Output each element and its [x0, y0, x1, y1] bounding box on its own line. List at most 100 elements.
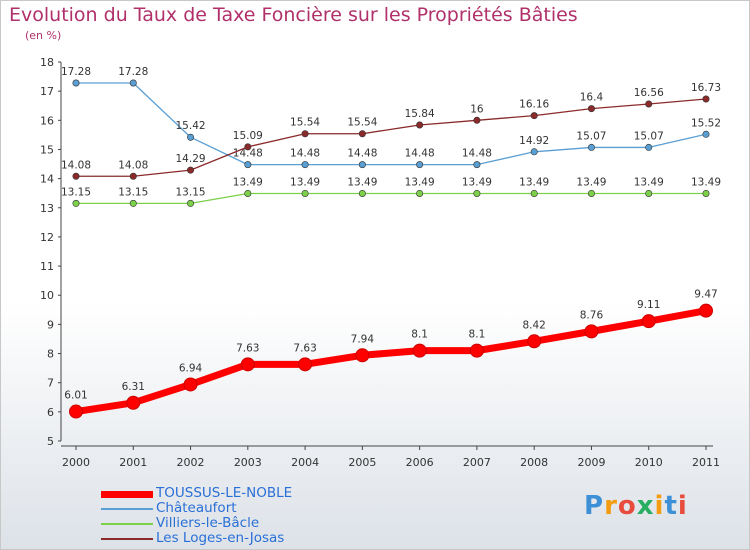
data-label: 15.54	[290, 117, 320, 129]
data-point	[298, 357, 313, 372]
data-label: 17.28	[61, 66, 91, 78]
data-label: 8.1	[411, 329, 428, 341]
data-point	[187, 166, 195, 174]
y-tick-label: 9	[47, 318, 54, 331]
legend-swatch	[101, 508, 153, 510]
data-label: 14.48	[405, 148, 435, 160]
data-label: 15.54	[347, 117, 377, 129]
data-point	[645, 143, 653, 151]
data-label: 13.49	[691, 176, 721, 188]
chart-title: Evolution du Taux de Taxe Foncière sur l…	[9, 4, 578, 26]
x-tick-label: 2010	[635, 456, 663, 469]
legend-label: Châteaufort	[156, 500, 237, 516]
data-point	[473, 116, 481, 124]
data-point	[301, 189, 309, 197]
data-label: 13.49	[405, 176, 435, 188]
data-point	[473, 161, 481, 169]
data-label: 6.94	[179, 362, 203, 374]
data-label: 13.49	[290, 176, 320, 188]
data-point	[416, 161, 424, 169]
data-label: 14.48	[233, 148, 263, 160]
data-point	[702, 130, 710, 138]
data-point	[355, 348, 370, 363]
data-point	[530, 112, 538, 120]
series-line	[76, 192, 706, 205]
y-tick-label: 8	[47, 348, 54, 361]
logo-letter: i	[654, 491, 665, 521]
data-point	[527, 334, 542, 349]
data-label: 7.63	[236, 342, 259, 354]
y-tick-label: 18	[40, 56, 54, 69]
data-label: 15.42	[176, 120, 206, 132]
data-point	[473, 189, 481, 197]
x-tick-label: 2009	[577, 456, 605, 469]
legend-swatch	[101, 523, 153, 525]
data-label: 13.49	[519, 176, 549, 188]
logo-letter: P	[584, 491, 605, 521]
x-tick-label: 2000	[62, 456, 90, 469]
data-label: 15.84	[405, 108, 435, 120]
y-tick-label: 6	[47, 406, 54, 419]
data-label: 16	[470, 103, 484, 115]
data-point	[301, 130, 309, 138]
data-label: 13.49	[233, 176, 263, 188]
data-label: 13.49	[576, 176, 606, 188]
x-tick-label: 2004	[291, 456, 319, 469]
data-point	[69, 404, 83, 419]
x-tick-label: 2002	[177, 456, 205, 469]
data-label: 16.73	[691, 82, 721, 94]
series-line	[76, 98, 707, 177]
y-tick-label: 12	[40, 231, 54, 244]
y-tick-label: 16	[40, 114, 54, 127]
data-label: 13.15	[118, 186, 148, 198]
data-point	[183, 377, 198, 392]
legend-swatch	[101, 538, 153, 540]
data-point	[129, 172, 137, 180]
data-label: 13.49	[634, 176, 664, 188]
logo-letter: o	[617, 491, 637, 521]
legend-swatch	[101, 490, 153, 498]
y-tick-label: 5	[47, 435, 54, 448]
data-point	[244, 161, 252, 169]
data-label: 17.28	[118, 66, 148, 78]
data-label: 8.76	[580, 309, 604, 321]
data-label: 14.48	[347, 148, 377, 160]
x-tick-label: 2006	[406, 456, 434, 469]
data-point	[587, 143, 595, 151]
data-label: 15.09	[233, 130, 263, 142]
data-point	[358, 189, 366, 197]
data-label: 15.07	[634, 130, 664, 142]
data-point	[530, 189, 538, 197]
data-label: 16.4	[580, 92, 604, 104]
x-tick-label: 2007	[463, 456, 491, 469]
data-point	[699, 303, 713, 318]
data-label: 8.42	[522, 319, 545, 331]
data-point	[469, 343, 484, 358]
y-tick-label: 15	[40, 143, 54, 156]
data-label: 9.47	[694, 289, 717, 301]
data-point	[72, 172, 80, 180]
data-label: 14.48	[462, 148, 492, 160]
data-point	[416, 189, 424, 197]
data-point	[641, 314, 656, 329]
data-point	[645, 189, 653, 197]
data-point	[587, 189, 595, 197]
data-point	[358, 130, 366, 138]
x-tick-label: 2008	[520, 456, 548, 469]
data-label: 13.15	[61, 186, 91, 198]
data-label: 9.11	[637, 299, 660, 311]
x-tick-label: 2011	[692, 456, 720, 469]
data-label: 13.49	[462, 176, 492, 188]
data-point	[645, 100, 653, 108]
data-point	[244, 189, 252, 197]
data-label: 14.29	[176, 153, 206, 165]
y-tick-label: 13	[40, 202, 54, 215]
data-point	[358, 161, 366, 169]
data-point	[187, 133, 195, 141]
data-point	[129, 79, 137, 87]
data-label: 7.94	[351, 333, 375, 345]
data-point	[584, 324, 599, 339]
x-tick-label: 2001	[119, 456, 147, 469]
data-label: 14.92	[519, 135, 549, 147]
